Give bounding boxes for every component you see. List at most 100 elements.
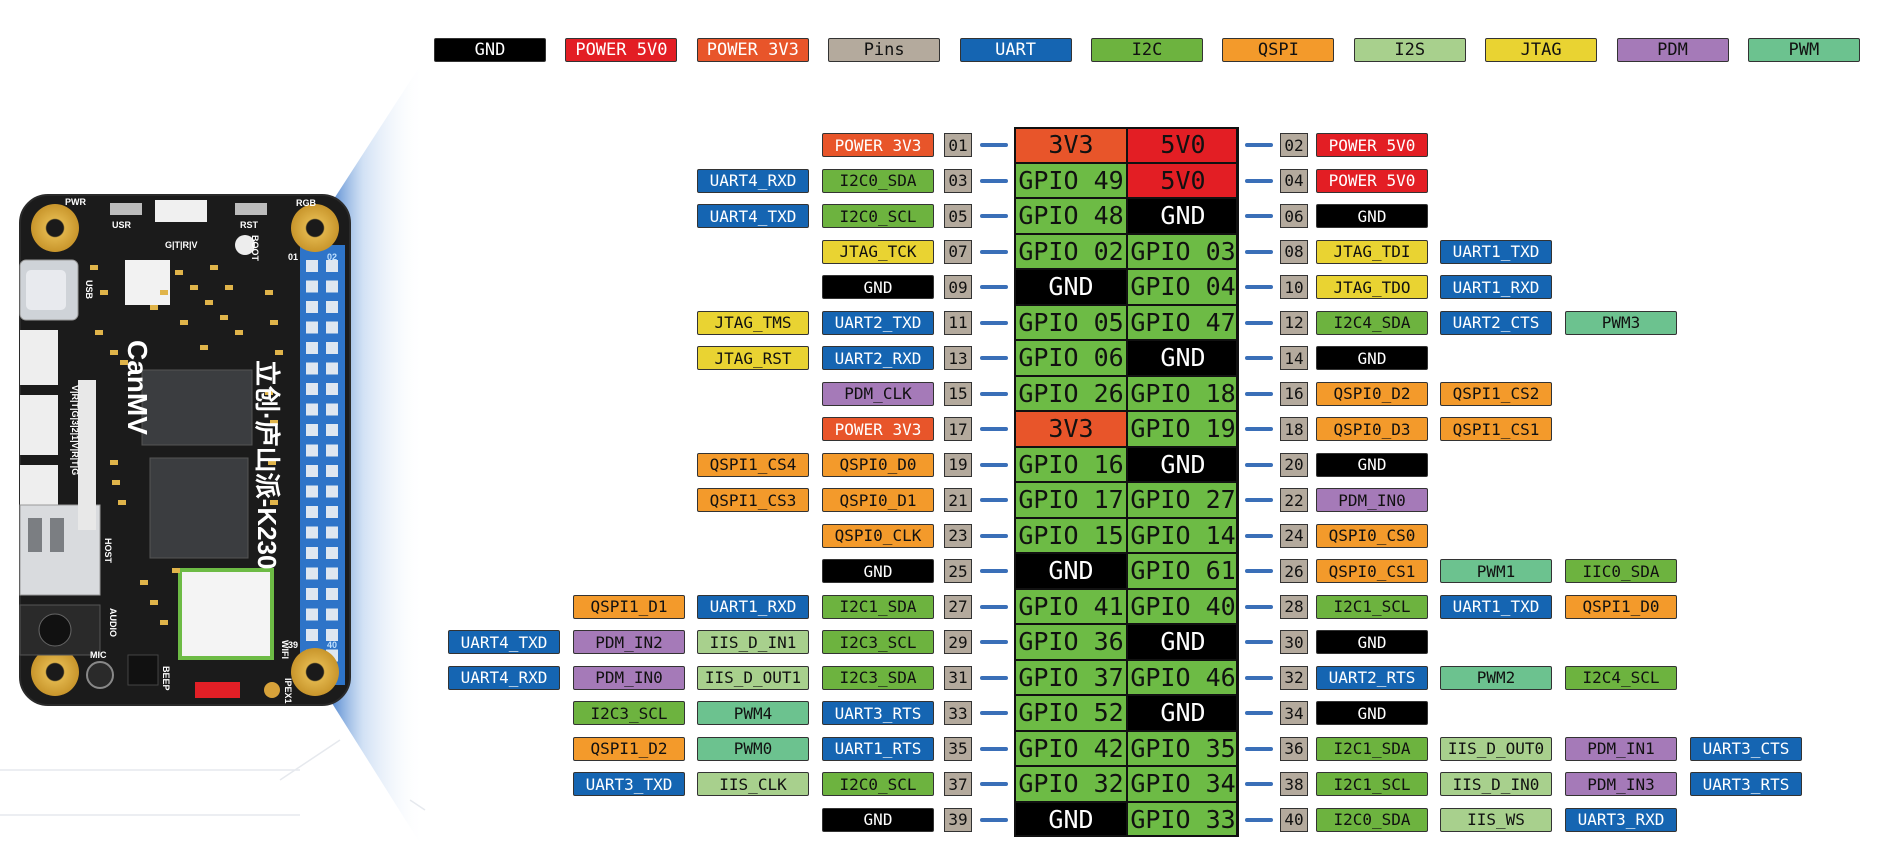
header-pin-26: GPIO 61 xyxy=(1127,553,1239,589)
header-pin-17: 3V3 xyxy=(1015,411,1127,447)
rgb-button-icon xyxy=(235,203,267,215)
pin-number-38: 38 xyxy=(1280,772,1308,796)
header-pin-36: GPIO 35 xyxy=(1127,730,1239,766)
legend-item-power-5v0: POWER 5V0 xyxy=(565,38,678,62)
function-tag-gnd: GND xyxy=(1316,701,1428,725)
function-tag-i2c: I2C4_SCL xyxy=(1565,665,1677,690)
header-pin-29: GPIO 36 xyxy=(1015,624,1127,660)
board-illustration: CanMV 立创·庐山派-K230 PWR USR RGB RST G|T|R|… xyxy=(19,194,351,706)
header-pin-dot xyxy=(326,588,338,600)
function-tag-jtag: JTAG_TDI xyxy=(1316,239,1428,264)
connector-line xyxy=(980,640,1008,644)
header-pin-dot xyxy=(306,526,318,539)
function-tag-qspi: QSPI1_D0 xyxy=(1565,594,1677,619)
function-tag-jtag: JTAG_TCK xyxy=(822,239,934,264)
function-tag-qspi: QSPI0_D0 xyxy=(822,452,934,477)
legend-item-i2c: I2C xyxy=(1090,38,1203,62)
pin-number-07: 07 xyxy=(944,239,972,264)
soc-chip-icon xyxy=(141,369,253,446)
header-pin-13: GPIO 06 xyxy=(1015,340,1127,376)
header-pin-dot xyxy=(306,260,318,272)
function-tag-pdm: PDM_IN1 xyxy=(1565,736,1677,761)
pin-number-15: 15 xyxy=(944,381,972,406)
ipex-icon xyxy=(264,682,280,698)
legend-item-uart: UART xyxy=(959,38,1072,62)
function-tag-i2c: I2C3_SCL xyxy=(573,701,685,725)
pin-number-32: 32 xyxy=(1280,665,1308,690)
function-tag-gnd: GND xyxy=(822,275,934,299)
header-pin-30: GND xyxy=(1127,624,1239,660)
pin-number-26: 26 xyxy=(1280,559,1308,583)
legend-item-qspi: QSPI xyxy=(1222,38,1335,62)
connector-line xyxy=(980,320,1008,325)
function-tag-uart: UART4_TXD xyxy=(697,204,809,228)
function-tag-i2c: I2C1_SCL xyxy=(1316,594,1428,619)
header-pin-07: GPIO 02 xyxy=(1015,233,1127,269)
function-tag-uart: UART2_RTS xyxy=(1316,665,1428,690)
connector-line xyxy=(980,143,1008,147)
pin-number-01: 01 xyxy=(944,133,972,157)
legend-item-pins: Pins xyxy=(828,38,941,62)
header-pin-dot xyxy=(306,465,318,477)
silk-pin40: 40 xyxy=(327,640,337,650)
connector-line xyxy=(1245,285,1273,289)
mount-hole-icon xyxy=(31,648,79,696)
header-pin-02: 5V0 xyxy=(1127,127,1239,163)
pin-number-29: 29 xyxy=(944,630,972,654)
function-tag-jtag: JTAG_RST xyxy=(697,346,809,370)
function-tag-qspi: QSPI1_CS3 xyxy=(697,488,809,512)
function-tag-i2s: IIS_CLK xyxy=(697,772,809,796)
header-pin-19: GPIO 16 xyxy=(1015,446,1127,482)
connector-line xyxy=(1245,391,1273,396)
function-tag-gnd: GND xyxy=(1316,630,1428,654)
connector-line xyxy=(980,427,1008,431)
silk-usb: USB xyxy=(84,280,94,300)
connector-line xyxy=(1245,178,1273,183)
function-tag-jtag: JTAG_TDO xyxy=(1316,275,1428,299)
header-pin-06: GND xyxy=(1127,198,1239,234)
silk-wifi: WIFI xyxy=(280,640,290,659)
header-pin-28: GPIO 40 xyxy=(1127,588,1239,624)
function-tag-uart: UART2_RXD xyxy=(822,346,934,370)
silk-mic: MIC xyxy=(90,650,107,660)
header-pin-14: GND xyxy=(1127,340,1239,376)
function-tag-i2c: I2C1_SDA xyxy=(1316,736,1428,761)
function-tag-uart: UART3_RTS xyxy=(822,701,934,725)
legend-item-i2s: I2S xyxy=(1353,38,1466,62)
pin-number-39: 39 xyxy=(944,807,972,832)
header-pin-01: 3V3 xyxy=(1015,127,1127,163)
mount-hole-icon xyxy=(291,204,339,252)
legend-item-gnd: GND xyxy=(434,38,546,62)
connector-line xyxy=(1245,640,1273,644)
header-pin-dot xyxy=(306,485,318,498)
function-tag-qspi: QSPI1_D2 xyxy=(573,736,685,761)
function-tag-uart: UART1_RXD xyxy=(697,594,809,619)
silk-audio: AUDIO xyxy=(108,608,118,637)
function-tag-gnd: GND xyxy=(1316,452,1428,477)
silk-beep: BEEP xyxy=(161,666,171,691)
header-pin-24: GPIO 14 xyxy=(1127,517,1239,553)
function-tag-i2s: IIS_D_IN0 xyxy=(1440,772,1552,796)
pin-number-34: 34 xyxy=(1280,701,1308,725)
connector-line xyxy=(980,817,1008,822)
beep-icon xyxy=(127,654,159,686)
connector-line xyxy=(980,746,1008,751)
connector-line xyxy=(1245,356,1273,360)
header-pin-dot xyxy=(306,547,318,559)
pin-number-12: 12 xyxy=(1280,310,1308,335)
legend-item-pwm: PWM xyxy=(1747,38,1860,62)
header-pin-dot xyxy=(306,588,318,600)
function-tag-jtag: JTAG_TMS xyxy=(697,310,809,335)
pin-number-27: 27 xyxy=(944,594,972,619)
header-pin-25: GND xyxy=(1015,553,1127,589)
header-pin-03: GPIO 49 xyxy=(1015,162,1127,198)
function-tag-uart: UART1_TXD xyxy=(1440,239,1552,264)
header-pin-dot xyxy=(306,383,318,395)
pin-number-11: 11 xyxy=(944,310,972,335)
function-tag-pwm: PWM1 xyxy=(1440,559,1552,583)
header-pin-dot xyxy=(306,629,318,641)
wifi-module-icon xyxy=(178,568,274,660)
function-tag-pdm: PDM_IN0 xyxy=(573,665,685,690)
header-pin-dot xyxy=(326,465,338,477)
function-tag-qspi: QSPI0_CLK xyxy=(822,523,934,548)
